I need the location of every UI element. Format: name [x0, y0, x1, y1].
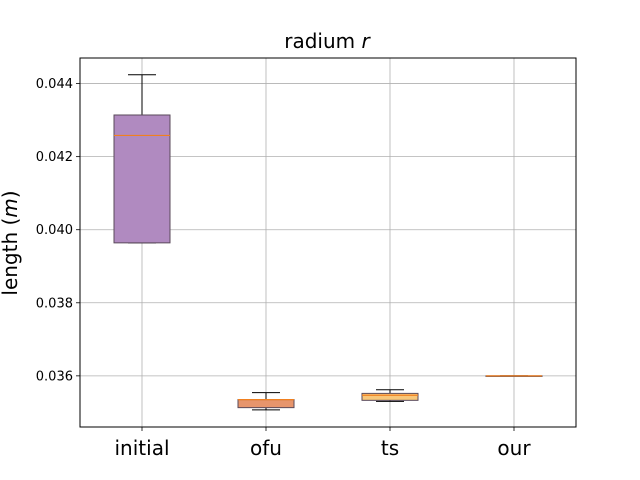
y-axis: 0.036 0.038 0.040 0.042 0.044	[36, 77, 80, 384]
y-tick-label: 0.044	[36, 77, 73, 92]
box-series	[113, 74, 543, 411]
box-iqr	[113, 114, 171, 244]
box-ts	[361, 389, 419, 402]
box-ofu	[237, 392, 295, 411]
chart-title: radium r	[284, 29, 371, 53]
box-initial	[113, 74, 171, 244]
y-axis-label: length (m)	[0, 190, 22, 295]
plot-area-frame	[79, 57, 577, 428]
y-tick-label: 0.036	[36, 369, 73, 384]
x-tick-label-ofu: ofu	[250, 436, 282, 460]
x-tick-label-our: our	[497, 436, 531, 460]
x-axis: initial ofu ts our	[115, 427, 531, 460]
x-tick-label-ts: ts	[381, 436, 399, 460]
box-iqr	[237, 399, 295, 409]
y-tick-label: 0.042	[36, 150, 73, 165]
y-tick-label: 0.038	[36, 296, 73, 311]
y-tick-label: 0.040	[36, 223, 73, 238]
box-iqr	[361, 392, 419, 401]
box-our	[485, 375, 543, 377]
x-tick-label-initial: initial	[115, 436, 170, 460]
